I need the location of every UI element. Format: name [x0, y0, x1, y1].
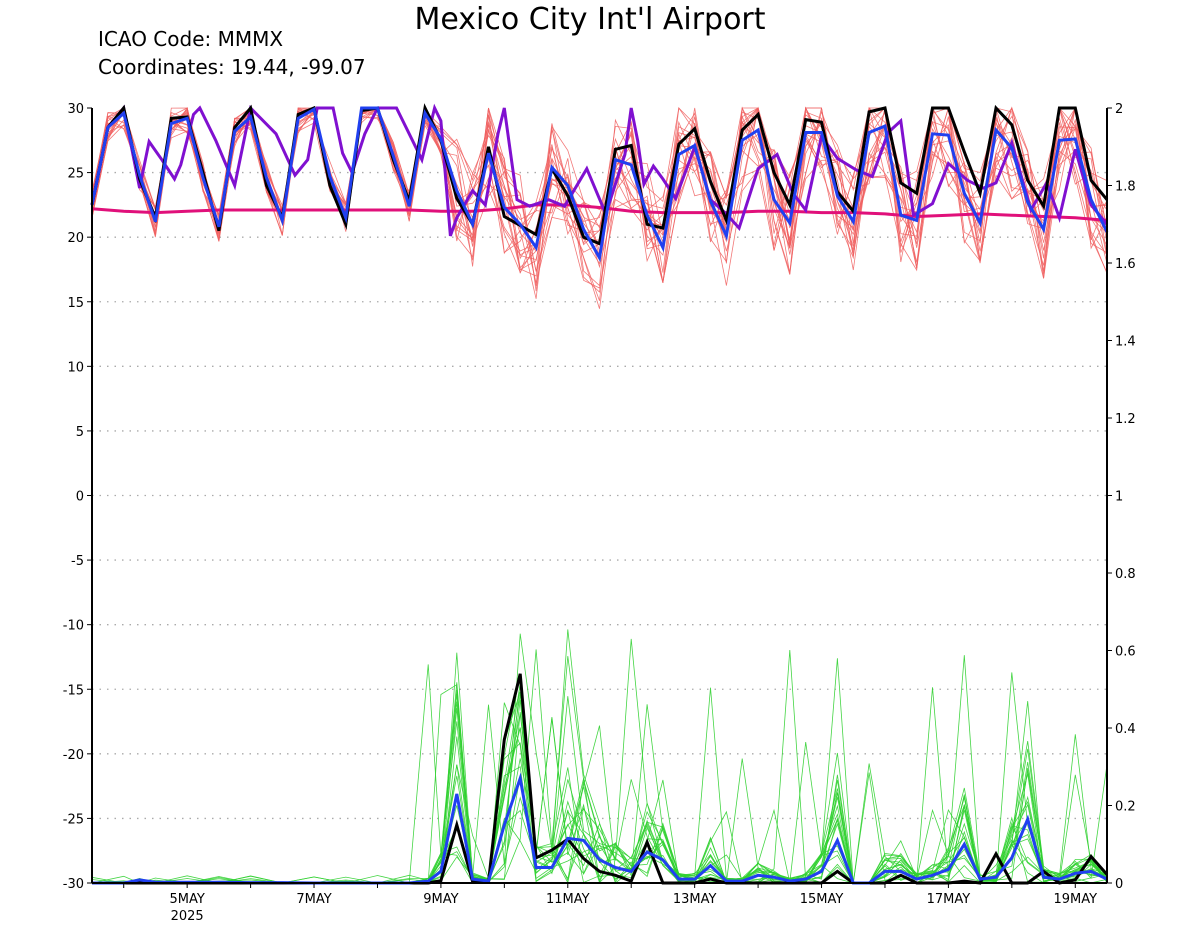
- x-tick-label: 15MAY: [800, 892, 844, 907]
- right-tick-label: 1.6: [1115, 257, 1136, 272]
- left-tick-label: 10: [67, 360, 84, 375]
- left-tick-label: 0: [76, 490, 84, 505]
- right-tick-label: 0.6: [1115, 645, 1136, 660]
- left-tick-label: 25: [67, 167, 84, 182]
- left-tick-label: 20: [67, 231, 84, 246]
- x-tick-label: 7MAY: [296, 892, 331, 907]
- precipitation-member-line: [91, 649, 1108, 884]
- x-tick-label: 9MAY: [423, 892, 458, 907]
- precipitation-member-line: [92, 693, 1108, 884]
- right-tick-label: 1.4: [1115, 335, 1136, 350]
- precipitation-member-line: [92, 638, 1108, 884]
- temperature-member-line: [91, 106, 1108, 284]
- left-tick-label: -30: [63, 877, 84, 892]
- right-tick-label: 0.4: [1115, 722, 1136, 737]
- left-tick-label: -25: [63, 812, 84, 827]
- left-tick-label: 15: [67, 296, 84, 311]
- temperature-member-line: [91, 106, 1108, 283]
- left-tick-label: 5: [76, 425, 84, 440]
- precipitation-member-line: [92, 682, 1108, 884]
- precipitation-member-line: [92, 734, 1108, 884]
- left-tick-label: -10: [63, 619, 84, 634]
- right-tick-label: 1.2: [1115, 412, 1136, 427]
- x-tick-label: 5MAY: [170, 892, 205, 907]
- right-tick-label: 0.2: [1115, 800, 1136, 815]
- left-tick-label: -15: [63, 683, 84, 698]
- left-tick-label: 30: [67, 102, 84, 117]
- gridlines: [92, 171, 1107, 820]
- chart-title: Mexico City Int'l Airport: [414, 2, 765, 37]
- precipitation-member-line: [92, 649, 1108, 884]
- precipitation-member-line: [92, 696, 1108, 884]
- right-tick-label: 1: [1115, 490, 1123, 505]
- x-tick-label: 11MAY: [546, 892, 590, 907]
- x-tick-label: 19MAY: [1053, 892, 1097, 907]
- tick-labels: -30-25-20-15-10-505101520253000.20.40.60…: [63, 102, 1136, 924]
- right-tick-label: 1.8: [1115, 180, 1136, 195]
- left-tick-label: -5: [71, 554, 84, 569]
- x-year-label: 2025: [171, 909, 204, 924]
- right-tick-label: 0.8: [1115, 567, 1136, 582]
- left-ensemble-mean-line: [90, 106, 1109, 263]
- left-magenta-series-line: [91, 203, 1108, 222]
- subtitle-icao: ICAO Code: MMMX: [98, 27, 283, 51]
- subtitle-coordinates: Coordinates: 19.44, -99.07: [98, 55, 366, 79]
- left-tick-label: -20: [63, 748, 84, 763]
- x-tick-label: 17MAY: [927, 892, 971, 907]
- x-tick-label: 13MAY: [673, 892, 717, 907]
- right-tick-label: 0: [1115, 877, 1123, 892]
- right-tick-label: 2: [1115, 102, 1123, 117]
